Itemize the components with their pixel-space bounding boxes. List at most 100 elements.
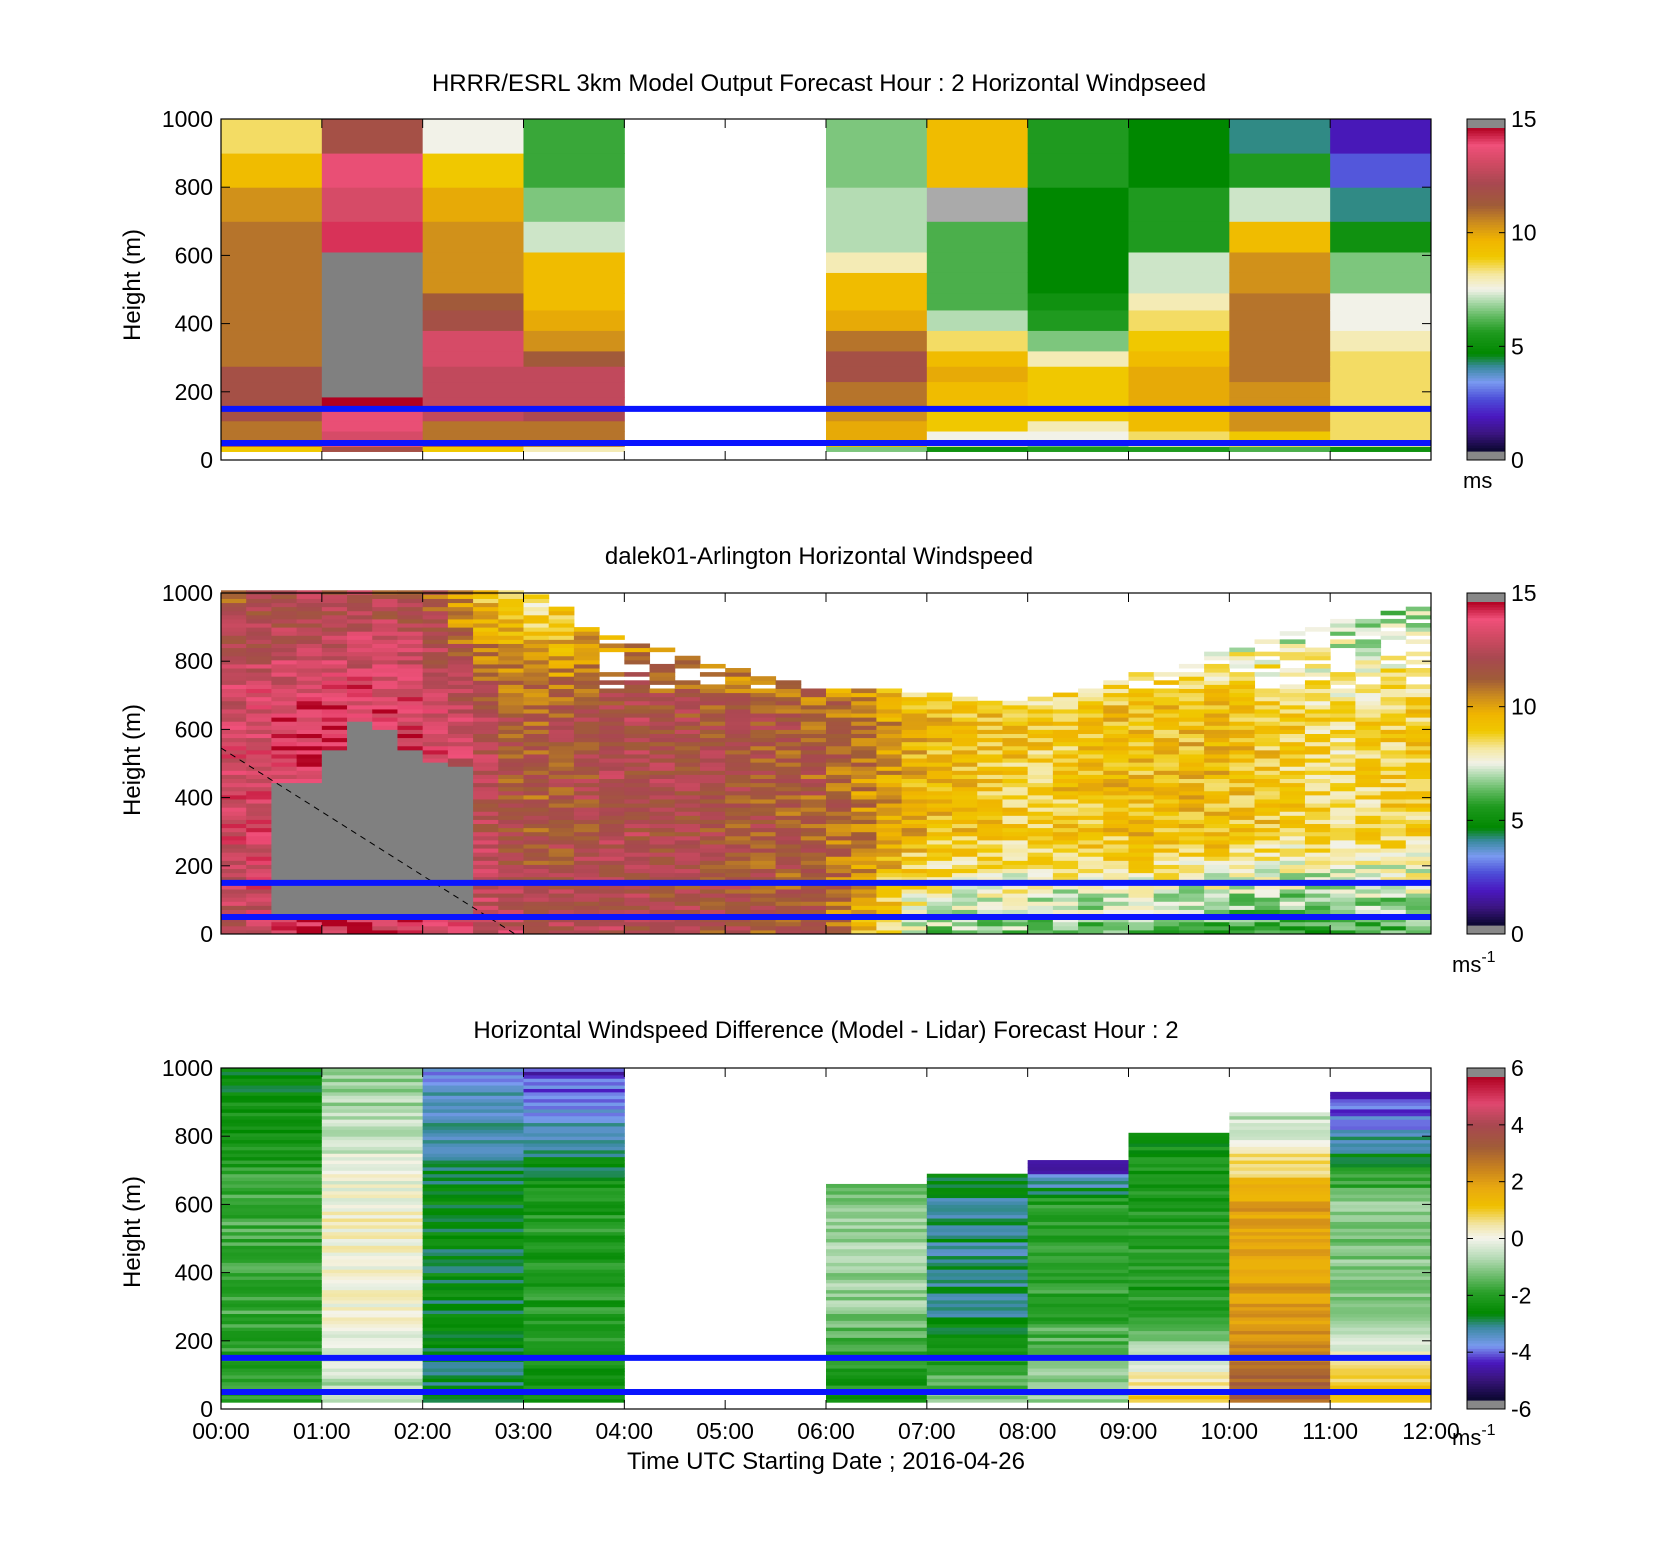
heatmap-cell [1355, 803, 1382, 808]
heatmap-cell [321, 770, 348, 775]
heatmap-cell [1355, 843, 1382, 849]
heatmap-cell [422, 864, 449, 870]
heatmap-cell [952, 811, 978, 816]
heatmap-cell [347, 782, 373, 788]
heatmap-cell [624, 848, 651, 853]
heatmap-cell [1330, 758, 1356, 763]
heatmap-cell [1103, 774, 1129, 780]
heatmap-cell [901, 856, 928, 861]
heatmap-cell [246, 704, 272, 710]
heatmap-cell [422, 1136, 524, 1141]
heatmap-cell [826, 153, 928, 188]
heatmap-cell [1128, 1228, 1230, 1233]
colorbar-swatch [1467, 881, 1505, 886]
heatmap-cell [271, 815, 298, 820]
heatmap-cell [1204, 884, 1230, 890]
heatmap-cell [372, 839, 398, 845]
heatmap-cell [1128, 1153, 1230, 1158]
heatmap-cell [296, 868, 323, 874]
colorbar-swatch [1467, 1106, 1505, 1110]
heatmap-cell [1380, 827, 1407, 833]
heatmap-cell [876, 713, 903, 718]
heatmap-cell [1027, 848, 1054, 853]
heatmap-cell [372, 856, 398, 861]
heatmap-cell [422, 1398, 524, 1403]
heatmap-cell [548, 704, 575, 710]
heatmap-cell [523, 692, 550, 698]
heatmap-cell [523, 1095, 625, 1100]
heatmap-cell [296, 758, 323, 763]
heatmap-cell [1103, 831, 1129, 837]
heatmap-cell [271, 888, 298, 894]
heatmap-cell [1204, 794, 1230, 800]
heatmap-cell [422, 1320, 524, 1325]
heatmap-cell [1078, 700, 1104, 706]
heatmap-cell [1405, 627, 1432, 632]
heatmap-cell [321, 1085, 424, 1089]
heatmap-cell [422, 1330, 524, 1335]
heatmap-cell [1128, 700, 1155, 706]
heatmap-cell [473, 623, 499, 628]
heatmap-cell [221, 1235, 323, 1239]
heatmap-cell [246, 659, 272, 665]
heatmap-cell [321, 446, 424, 452]
heatmap-cell [599, 762, 625, 767]
heatmap-cell [876, 696, 903, 702]
heatmap-cell [1229, 1340, 1331, 1345]
heatmap-cell [1330, 864, 1356, 870]
heatmap-cell [221, 614, 247, 620]
heatmap-cell [1405, 668, 1432, 673]
colorbar-swatch [1467, 413, 1505, 417]
heatmap-cell [725, 864, 751, 870]
heatmap-cell [977, 782, 1003, 788]
heatmap-cell [271, 831, 298, 837]
heatmap-cell [599, 827, 625, 833]
heatmap-cell [1279, 872, 1306, 878]
heatmap-cell [271, 639, 298, 644]
heatmap-cell [1355, 798, 1382, 804]
heatmap-cell [1002, 925, 1029, 931]
x-tick-label: 11:00 [1302, 1418, 1358, 1444]
heatmap-cell [573, 794, 600, 800]
colorbar-swatch [1467, 1391, 1505, 1396]
heatmap-cell [221, 1200, 323, 1205]
heatmap-cell [1204, 745, 1230, 751]
heatmap-cell [573, 663, 600, 669]
heatmap-cell [347, 790, 373, 796]
heatmap-cell [1078, 901, 1104, 906]
heatmap-cell [447, 831, 474, 837]
heatmap-cell [347, 618, 373, 624]
heatmap-cell [271, 864, 298, 870]
heatmap-cell [1380, 680, 1407, 685]
heatmap-cell [296, 778, 323, 784]
colorbar-swatch [1467, 1128, 1505, 1132]
heatmap-cell [624, 647, 651, 653]
heatmap-cell [901, 782, 928, 788]
heatmap-cell [1380, 704, 1407, 710]
heatmap-cell [826, 1190, 928, 1195]
panel-lidar-windspeed: dalek01-Arlington Horizontal Windspeed 0… [119, 543, 1537, 977]
heatmap-cell [246, 627, 272, 632]
heatmap-cell [1002, 713, 1029, 718]
heatmap-cell [649, 680, 676, 685]
heatmap-cell [397, 663, 424, 669]
colorbar-swatch [1467, 243, 1505, 248]
heatmap-cell [1002, 753, 1029, 759]
heatmap-cell [901, 843, 928, 849]
heatmap-cell [750, 782, 777, 788]
heatmap-cell [422, 839, 449, 845]
heatmap-cell [926, 1398, 1029, 1403]
heatmap-cell [422, 725, 449, 730]
heatmap-cell [1178, 835, 1205, 841]
heatmap-cell [321, 1252, 424, 1257]
heatmap-cell [321, 843, 348, 849]
heatmap-cell [826, 721, 852, 726]
heatmap-cell [221, 1115, 323, 1120]
heatmap-cell [523, 696, 550, 702]
heatmap-cell [1027, 119, 1129, 154]
heatmap-cell [296, 860, 323, 865]
heatmap-cell [699, 929, 726, 935]
heatmap-cell [221, 639, 247, 644]
heatmap-cell [523, 1368, 625, 1372]
heatmap-cell [321, 721, 348, 726]
